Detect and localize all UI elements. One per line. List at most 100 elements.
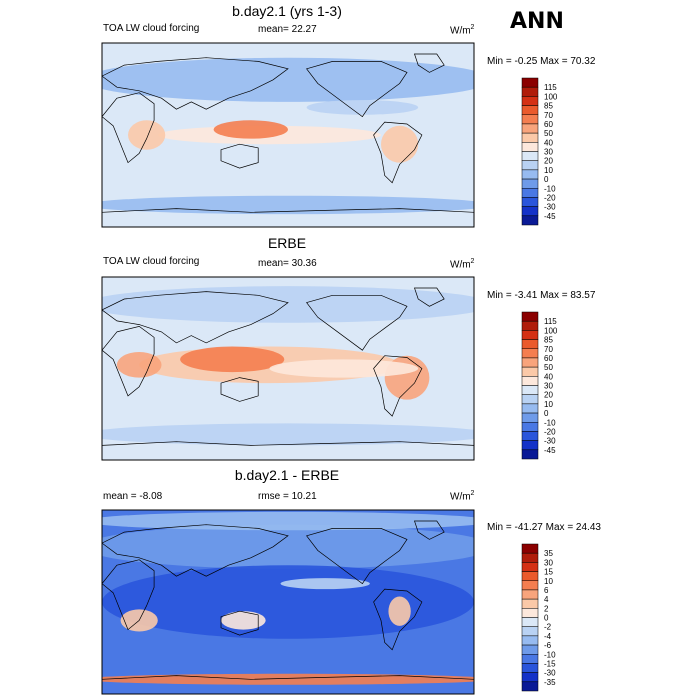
panel3-field-region [102, 524, 474, 569]
panel2-coastline [373, 355, 423, 417]
panel3-minmax: Min = -41.27 Max = 24.43 [487, 522, 601, 533]
panel2-colorbar-swatch [521, 357, 539, 368]
panel2-colorbar-label: 50 [544, 363, 553, 372]
panel1-colorbar-label: 10 [544, 166, 553, 175]
panel1-coastline [102, 57, 289, 110]
panel2-coastline [102, 326, 155, 397]
panel3-mean-label: mean = -8.08 [103, 491, 163, 502]
panel3-colorbar-swatch [521, 571, 539, 581]
panel3-colorbar-label: 0 [544, 614, 549, 623]
panel3-title: b.day2.1 - ERBE [234, 467, 340, 483]
panel2-colorbar-swatch [521, 330, 539, 340]
panel1-colorbar-swatch [521, 123, 539, 134]
panel3-colorbar-label: -6 [544, 641, 552, 650]
panel1-colorbar-label: 50 [544, 129, 553, 138]
panel1-coastline [373, 121, 423, 184]
panel2-colorbar-label: 40 [544, 372, 553, 381]
panel3-colorbar-label: -15 [544, 659, 556, 668]
panel2-colorbar-label: 0 [544, 409, 549, 418]
panel1-mean-label: mean= 22.27 [258, 24, 317, 35]
panel1-field-region [306, 100, 419, 115]
panel2-colorbar-label: -45 [544, 446, 556, 455]
panel1-title: b.day2.1 (yrs 1-3) [232, 3, 342, 19]
panel3-coastline [102, 524, 289, 577]
panel2-field-region [102, 423, 474, 446]
panel2-colorbar-label: -30 [544, 437, 556, 446]
panel1-colorbar-label: 115 [544, 83, 557, 92]
panel3-colorbar-swatch [521, 644, 539, 655]
panel1-colorbar-label: -10 [544, 184, 556, 193]
panel1-colorbar-swatch [521, 142, 539, 152]
panel1-units-text: W/m [450, 25, 471, 37]
panel2-coastline [102, 291, 289, 344]
panel3-colorbar-swatch [521, 635, 539, 646]
panel1-field-region [381, 125, 419, 163]
panel3-units: W/m2 [450, 490, 474, 502]
panel2-colorbar-swatch [521, 422, 539, 432]
panel2-units-exp: 2 [470, 258, 475, 265]
panel2-colorbar-label: 10 [544, 400, 553, 409]
panel1-map [101, 42, 475, 228]
panel1-colorbar-label: 100 [544, 92, 558, 101]
panel3-colorbar-swatch [521, 552, 539, 563]
panel3-colorbar-swatch [521, 580, 539, 591]
panel3-coastline [220, 610, 259, 636]
panel1-units-exp: 2 [470, 24, 475, 31]
panel3-colorbar-swatch [521, 654, 539, 664]
panel2-colorbar-swatch [521, 403, 539, 414]
panel3-field-region [102, 673, 474, 685]
panel2-colorbar-label: 70 [544, 345, 553, 354]
panel3-colorbar-label: -10 [544, 650, 556, 659]
panel1-variable-label: TOA LW cloud forcing [103, 23, 200, 34]
panel1-colorbar-swatch [521, 96, 539, 106]
panel1-colorbar-swatch [521, 206, 539, 217]
panel2-coastline [414, 287, 445, 307]
panel3-colorbar-label: 30 [544, 558, 553, 567]
panel3-colorbar-label: 10 [544, 577, 553, 586]
panel1-colorbar-label: 85 [544, 102, 553, 111]
panel3-colorbar-swatch [521, 589, 539, 600]
panel1-colorbar-label: 40 [544, 138, 553, 147]
panel3-colorbar-label: -35 [544, 678, 556, 687]
panel2-colorbar-label: 20 [544, 391, 553, 400]
panel1-colorbar-swatch [521, 132, 539, 143]
panel1-colorbar-label: 30 [544, 148, 553, 157]
panel3-colorbar-label: 4 [544, 595, 549, 604]
panel2-units-text: W/m [450, 259, 471, 271]
panel1-colorbar-label: 0 [544, 175, 549, 184]
panel1-colorbar-swatch [521, 178, 539, 189]
panel1-frame [101, 42, 475, 228]
season-label: ANN [510, 9, 564, 34]
panel3-coastline [102, 675, 474, 680]
panel1-colorbar-swatch [521, 197, 539, 207]
panel2-colorbar-label: 60 [544, 354, 553, 363]
panel1-colorbar-swatch [521, 151, 539, 161]
panel2-coastline [220, 377, 259, 402]
panel1-colorbar-label: -45 [544, 212, 556, 221]
panel3-colorbar-swatch [521, 608, 539, 618]
panel3-coastline [373, 588, 423, 651]
panel2-title: ERBE [267, 235, 307, 251]
panel3-field-region [102, 565, 474, 639]
panel1-colorbar-swatch [521, 160, 539, 171]
panel3-colorbar-label: -30 [544, 669, 556, 678]
panel1-colorbar-swatch [521, 86, 539, 97]
panel1-colorbar-label: 70 [544, 111, 553, 120]
panel2-units: W/m2 [450, 258, 474, 270]
panel3-coastline [102, 559, 155, 631]
panel2-variable-label: TOA LW cloud forcing [103, 256, 200, 267]
panel2-colorbar-swatch [521, 348, 539, 359]
panel2-colorbar-label: -10 [544, 418, 556, 427]
panel2-field-region [180, 346, 285, 373]
panel1-coastline [220, 143, 259, 169]
panel2-mean-label: mean= 30.36 [258, 258, 317, 269]
panel2-map [101, 276, 475, 461]
panel2-colorbar-swatch [521, 440, 539, 451]
panel3-colorbar-swatch [521, 663, 539, 673]
panel1-coastline [102, 208, 474, 213]
panel3-field-region [280, 578, 370, 590]
panel3-frame [101, 509, 475, 695]
panel2-coastline [306, 294, 408, 351]
